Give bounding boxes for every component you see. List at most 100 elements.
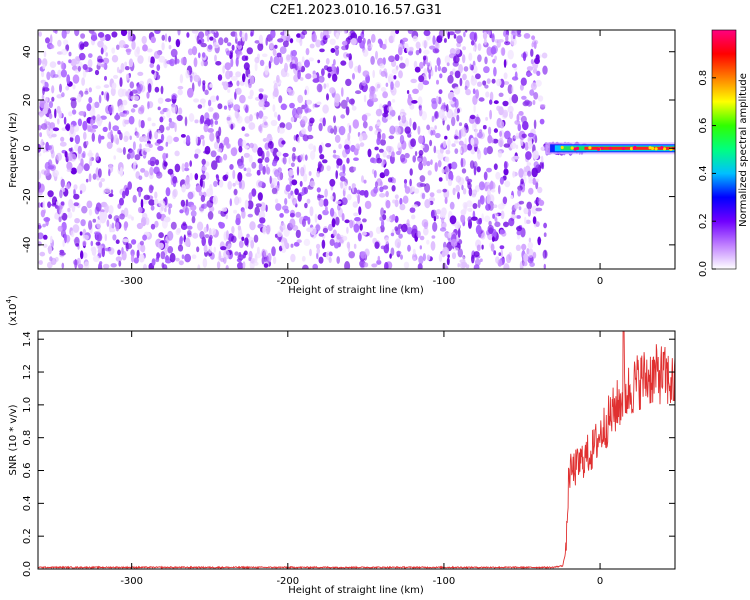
noise-speckle — [444, 196, 448, 205]
noise-speckle — [107, 131, 113, 140]
noise-speckle — [182, 221, 187, 227]
noise-speckle — [203, 150, 210, 154]
noise-speckle — [49, 122, 56, 129]
noise-speckle — [67, 152, 74, 162]
noise-speckle — [104, 203, 109, 214]
noise-speckle — [404, 186, 411, 194]
noise-speckle — [423, 49, 430, 55]
noise-speckle — [113, 74, 119, 79]
noise-speckle — [480, 232, 486, 240]
noise-speckle — [42, 86, 45, 95]
spectrogram-y-tick-label: -20 — [22, 188, 33, 204]
noise-speckle — [95, 152, 100, 161]
noise-speckle — [359, 223, 363, 231]
noise-speckle — [454, 221, 461, 230]
noise-speckle — [397, 241, 401, 249]
noise-speckle — [503, 59, 507, 68]
noise-speckle — [110, 87, 116, 97]
noise-speckle — [315, 39, 321, 48]
noise-speckle — [244, 133, 250, 137]
noise-speckle — [297, 61, 303, 68]
noise-speckle — [222, 65, 225, 74]
noise-speckle — [131, 40, 136, 50]
noise-speckle — [458, 129, 462, 140]
spectrogram-y-tick-label: 20 — [22, 94, 33, 107]
noise-speckle — [289, 218, 296, 228]
noise-speckle — [43, 243, 48, 248]
noise-speckle — [341, 87, 344, 97]
noise-speckle — [258, 162, 263, 172]
noise-speckle — [161, 219, 168, 229]
noise-speckle — [474, 116, 481, 125]
noise-speckle — [403, 179, 408, 184]
noise-speckle — [218, 250, 222, 261]
noise-speckle — [308, 57, 314, 62]
snr-x-tick-label: -200 — [276, 576, 299, 587]
noise-speckle — [88, 209, 93, 216]
noise-speckle — [203, 59, 208, 67]
noise-speckle — [209, 36, 214, 41]
noise-speckle — [275, 203, 282, 211]
noise-speckle — [520, 178, 524, 185]
noise-speckle — [206, 200, 214, 208]
noise-speckle — [191, 254, 197, 259]
noise-speckle — [400, 154, 406, 163]
noise-speckle — [38, 260, 43, 265]
noise-speckle — [419, 175, 426, 183]
noise-speckle — [100, 63, 106, 68]
noise-speckle — [491, 78, 496, 84]
noise-speckle — [522, 261, 528, 267]
noise-speckle — [249, 89, 254, 97]
noise-speckle — [259, 59, 265, 67]
noise-speckle — [115, 221, 120, 232]
noise-speckle — [243, 145, 250, 149]
noise-speckle — [380, 87, 387, 92]
noise-speckle — [248, 256, 252, 262]
noise-speckle — [165, 153, 169, 159]
noise-speckle — [149, 130, 152, 140]
snr-y-tick-label: 1.4 — [22, 331, 33, 347]
noise-speckle — [471, 189, 478, 196]
noise-speckle — [398, 70, 403, 79]
noise-speckle — [296, 106, 303, 116]
noise-speckle — [132, 194, 137, 203]
noise-speckle — [467, 207, 473, 212]
noise-speckle — [315, 243, 321, 250]
noise-speckle — [65, 124, 70, 131]
noise-speckle — [65, 184, 71, 190]
noise-speckle — [486, 167, 492, 173]
noise-speckle — [139, 143, 142, 149]
noise-speckle — [122, 238, 129, 243]
noise-speckle — [537, 186, 543, 194]
noise-speckle — [499, 176, 504, 185]
noise-speckle — [147, 55, 151, 63]
noise-speckle — [78, 111, 86, 116]
noise-speckle — [495, 171, 501, 180]
noise-speckle — [139, 240, 144, 246]
noise-speckle — [465, 264, 470, 269]
noise-speckle — [69, 136, 74, 143]
noise-speckle — [73, 202, 80, 207]
noise-speckle — [406, 90, 410, 94]
noise-speckle — [453, 55, 460, 64]
noise-speckle — [95, 241, 101, 246]
noise-speckle — [123, 207, 129, 218]
noise-speckle — [292, 59, 295, 65]
noise-speckle — [258, 110, 264, 119]
noise-speckle — [127, 181, 132, 190]
noise-speckle — [261, 248, 266, 259]
noise-speckle — [361, 30, 365, 35]
noise-speckle — [532, 251, 537, 259]
snr-y-tick-label: 0.8 — [22, 430, 33, 446]
noise-speckle — [469, 114, 476, 120]
noise-speckle — [340, 114, 346, 119]
noise-speckle — [331, 218, 336, 228]
noise-speckle — [191, 30, 199, 34]
noise-speckle — [94, 69, 100, 76]
noise-speckle — [41, 70, 45, 78]
noise-speckle — [217, 103, 223, 110]
noise-speckle — [72, 224, 80, 233]
noise-speckle — [352, 201, 358, 208]
noise-speckle — [270, 30, 276, 39]
noise-speckle — [262, 138, 268, 142]
